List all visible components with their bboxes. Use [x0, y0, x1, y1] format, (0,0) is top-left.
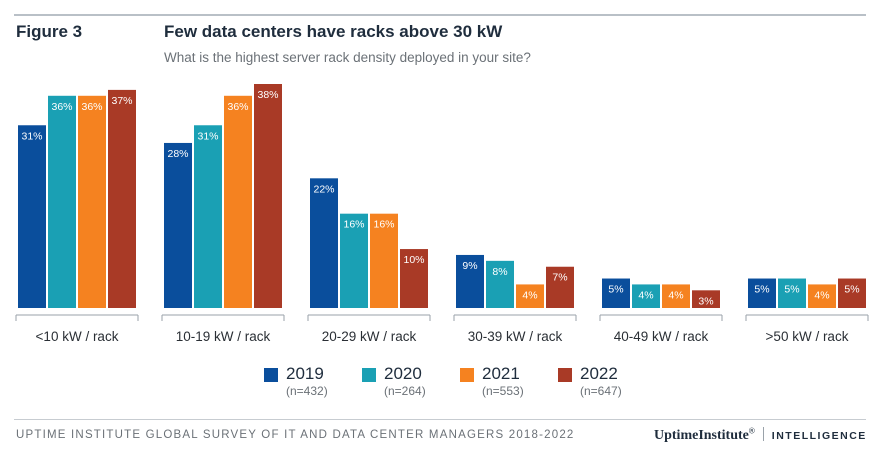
data-label-2019-4: 5% — [608, 284, 623, 296]
bar-2020-4 — [632, 284, 660, 308]
data-label-2020-0: 36% — [51, 101, 72, 113]
data-label-2021-0: 36% — [81, 101, 102, 113]
legend-count-2019: (n=432) — [286, 384, 328, 398]
legend-label-2019: 2019 — [286, 364, 324, 383]
chart-subtitle: What is the highest server rack density … — [164, 50, 531, 65]
data-label-2019-1: 28% — [167, 148, 188, 160]
legend-swatch-2020 — [362, 368, 376, 382]
bar-2021-2 — [370, 213, 398, 308]
bar-2020-5 — [778, 278, 806, 308]
data-label-2020-4: 4% — [638, 289, 653, 301]
bar-2021-5 — [808, 284, 836, 308]
bar-2022-1 — [254, 84, 282, 308]
bar-2022-0 — [108, 89, 136, 308]
legend-swatch-2021 — [460, 368, 474, 382]
data-label-2020-5: 5% — [784, 284, 799, 296]
data-label-2021-1: 36% — [227, 101, 248, 113]
bar-2020-2 — [340, 213, 368, 308]
bar-2019-4 — [602, 278, 630, 308]
bar-2022-3 — [546, 266, 574, 308]
bar-2022-4 — [692, 290, 720, 308]
category-label-2: 20-29 kW / rack — [322, 329, 417, 344]
bar-2020-1 — [194, 125, 222, 309]
data-label-2019-0: 31% — [21, 130, 42, 142]
data-label-2020-3: 8% — [492, 266, 507, 278]
bar-2021-3 — [516, 284, 544, 308]
data-label-2021-2: 16% — [373, 219, 394, 231]
bar-2019-5 — [748, 278, 776, 308]
brand-unit: INTELLIGENCE — [771, 430, 867, 442]
bar-2020-0 — [48, 95, 76, 308]
data-label-2022-4: 3% — [698, 295, 713, 307]
data-label-2022-1: 38% — [257, 89, 278, 101]
bar-2022-2 — [400, 249, 428, 308]
brand-logo: UptimeInstitute® INTELLIGENCE — [654, 426, 867, 444]
bar-2022-5 — [838, 278, 866, 308]
bar-2020-3 — [486, 260, 514, 308]
category-label-1: 10-19 kW / rack — [176, 329, 271, 344]
bar-2019-0 — [18, 125, 46, 309]
legend-count-2020: (n=264) — [384, 384, 426, 398]
category-label-4: 40-49 kW / rack — [614, 329, 709, 344]
bar-chart: 31% 36% 36% 37% <10 kW / rack 28% 31% 36% 38% 10-… — [15, 84, 869, 344]
data-label-2022-3: 7% — [552, 272, 567, 284]
data-label-2022-0: 37% — [111, 95, 132, 107]
footer-rule — [14, 419, 866, 420]
brand-divider — [762, 427, 764, 441]
brand-name: UptimeInstitute — [654, 428, 749, 443]
data-label-2022-5: 5% — [844, 284, 859, 296]
bar-2019-3 — [456, 254, 484, 308]
legend-label-2020: 2020 — [384, 364, 422, 383]
legend-label-2021: 2021 — [482, 364, 520, 383]
bar-2021-4 — [662, 284, 690, 308]
data-label-2020-1: 31% — [197, 130, 218, 142]
category-label-3: 30-39 kW / rack — [468, 329, 563, 344]
data-label-2019-5: 5% — [754, 284, 769, 296]
data-label-2021-4: 4% — [668, 289, 683, 301]
chart-title: Few data centers have racks above 30 kW — [164, 22, 503, 41]
brand-mark: ® — [748, 426, 755, 436]
top-rule — [14, 14, 866, 16]
bar-2019-2 — [310, 178, 338, 308]
legend-count-2021: (n=553) — [482, 384, 524, 398]
legend-count-2022: (n=647) — [580, 384, 622, 398]
bar-2019-1 — [164, 142, 192, 308]
bar-2021-1 — [224, 95, 252, 308]
data-label-2020-2: 16% — [343, 219, 364, 231]
data-label-2021-3: 4% — [522, 289, 537, 301]
category-label-5: >50 kW / rack — [766, 329, 849, 344]
bar-2021-0 — [78, 95, 106, 308]
figure-label: Figure 3 — [16, 22, 83, 41]
legend-label-2022: 2022 — [580, 364, 618, 383]
data-label-2019-2: 22% — [313, 183, 334, 195]
legend-swatch-2022 — [558, 368, 572, 382]
data-label-2019-3: 9% — [462, 260, 477, 272]
legend-swatch-2019 — [264, 368, 278, 382]
data-label-2021-5: 4% — [814, 289, 829, 301]
data-label-2022-2: 10% — [403, 254, 424, 266]
source-note: UPTIME INSTITUTE GLOBAL SURVEY OF IT AND… — [16, 429, 575, 441]
category-label-0: <10 kW / rack — [36, 329, 119, 344]
